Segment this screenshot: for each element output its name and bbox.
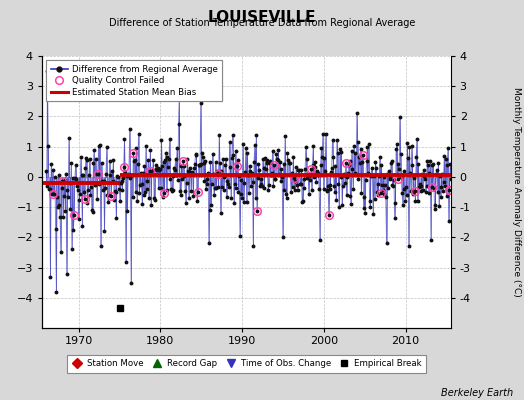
Text: LOUISEVILLE: LOUISEVILLE <box>208 10 316 25</box>
Legend: Station Move, Record Gap, Time of Obs. Change, Empirical Break: Station Move, Record Gap, Time of Obs. C… <box>67 355 426 373</box>
Text: Difference of Station Temperature Data from Regional Average: Difference of Station Temperature Data f… <box>109 18 415 28</box>
Text: Berkeley Earth: Berkeley Earth <box>441 388 514 398</box>
Legend: Difference from Regional Average, Quality Control Failed, Estimated Station Mean: Difference from Regional Average, Qualit… <box>46 60 222 101</box>
Text: Monthly Temperature Anomaly Difference (°C): Monthly Temperature Anomaly Difference (… <box>512 87 521 297</box>
